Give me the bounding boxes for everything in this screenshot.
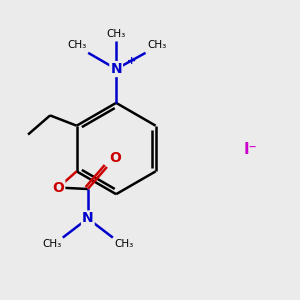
Text: O: O (52, 181, 64, 194)
Text: CH₃: CH₃ (68, 40, 87, 50)
Text: +: + (127, 56, 136, 66)
Text: CH₃: CH₃ (147, 40, 166, 50)
Text: CH₃: CH₃ (106, 29, 126, 39)
Text: O: O (109, 152, 121, 166)
Text: CH₃: CH₃ (114, 239, 134, 249)
Text: I⁻: I⁻ (243, 142, 257, 158)
Text: CH₃: CH₃ (42, 239, 61, 249)
Text: N: N (110, 62, 122, 76)
Text: N: N (82, 212, 94, 226)
